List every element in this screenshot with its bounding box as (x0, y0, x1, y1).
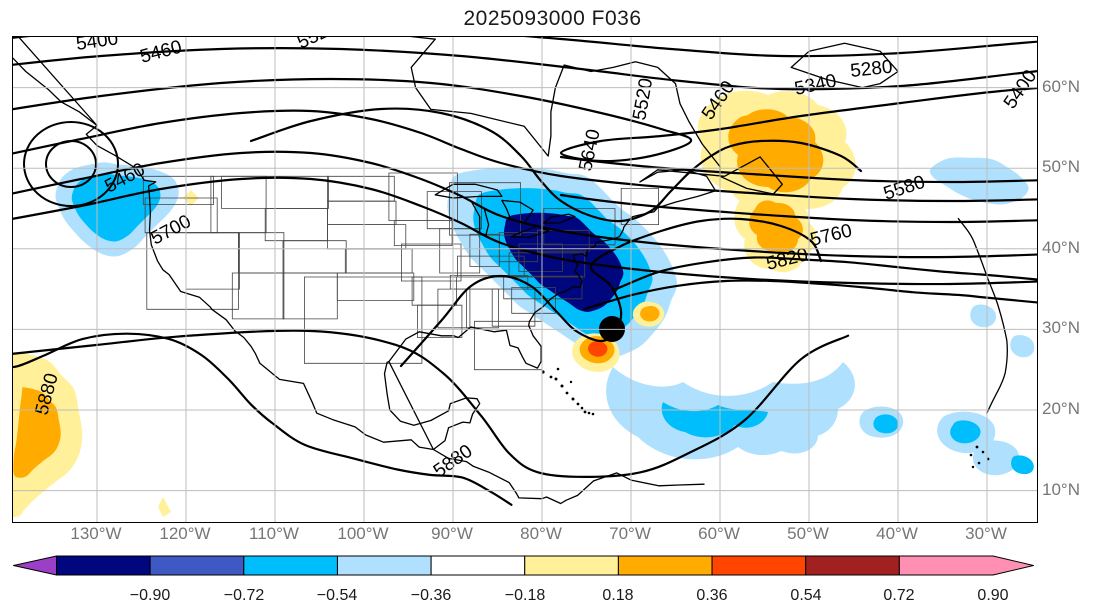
svg-text:5760: 5760 (808, 220, 854, 251)
svg-text:5640: 5640 (575, 127, 604, 173)
svg-text:5520: 5520 (629, 77, 657, 122)
svg-text:5520: 5520 (294, 37, 341, 54)
svg-text:5280: 5280 (849, 57, 893, 82)
svg-text:5340: 5340 (793, 71, 839, 100)
svg-text:5460: 5460 (138, 37, 184, 68)
